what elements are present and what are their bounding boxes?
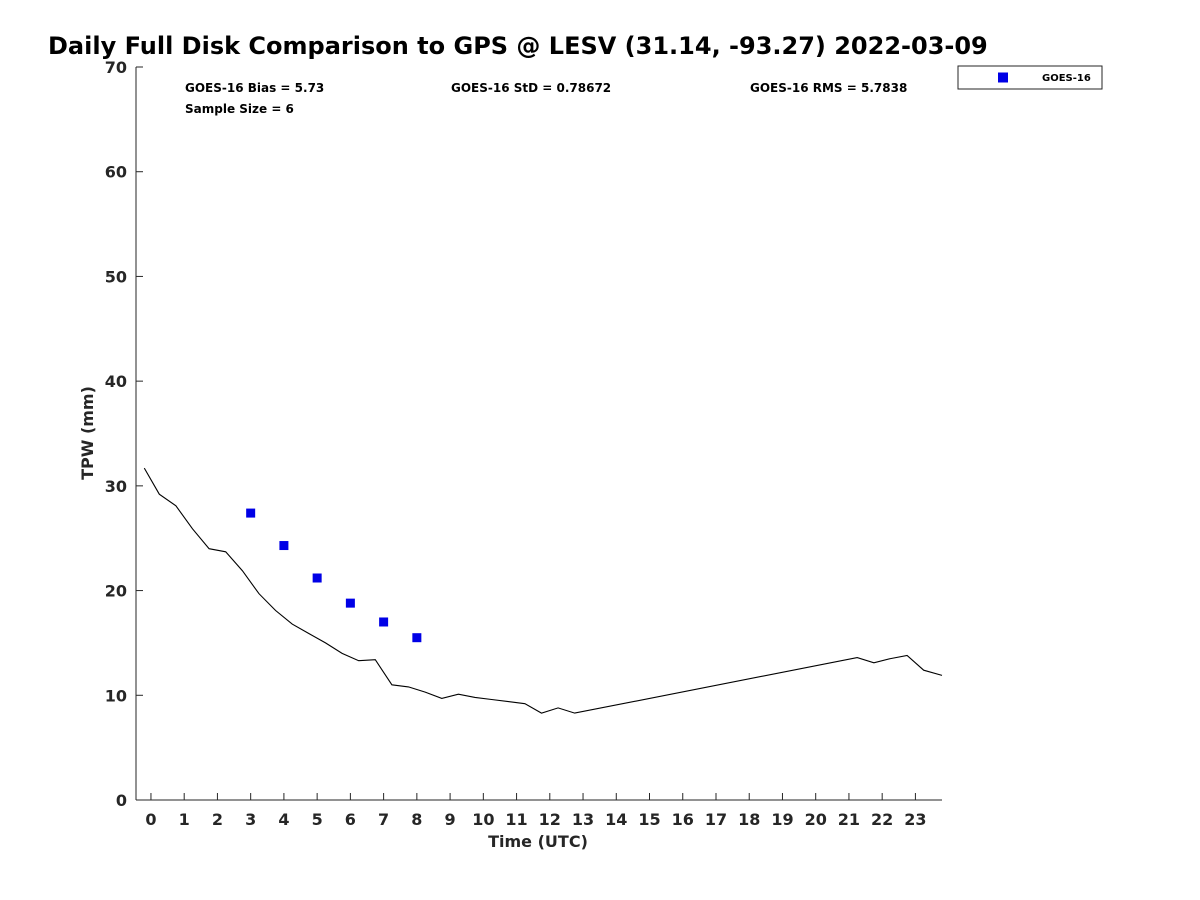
- y-tick-label: 10: [105, 686, 127, 705]
- legend-marker-goes16: [998, 72, 1008, 83]
- goes16-series: [246, 508, 422, 643]
- x-tick-label: 20: [805, 810, 827, 829]
- x-tick-label: 2: [212, 810, 223, 829]
- goes16-point: [312, 573, 322, 583]
- x-tick-label: 10: [472, 810, 494, 829]
- x-tick-label: 13: [572, 810, 594, 829]
- y-tick-label: 0: [116, 791, 127, 810]
- x-tick-label: 7: [378, 810, 389, 829]
- legend-label-goes16: GOES-16: [1042, 73, 1091, 84]
- chart-title: Daily Full Disk Comparison to GPS @ LESV…: [48, 32, 988, 60]
- rms-annotation: GOES-16 RMS = 5.7838: [750, 81, 907, 95]
- sample-size-annotation: Sample Size = 6: [185, 102, 294, 116]
- goes16-point: [279, 541, 289, 551]
- x-tick-label: 12: [539, 810, 561, 829]
- x-tick-label: 9: [445, 810, 456, 829]
- y-tick-label: 20: [105, 582, 127, 601]
- x-tick-label: 6: [345, 810, 356, 829]
- x-tick-label: 18: [738, 810, 760, 829]
- x-tick-label: 4: [278, 810, 289, 829]
- x-axis-ticks: 0 1 2 3 4 5 6 7 8 9 10 11 12 13 14 15 16 17 18 19 20 21 22 23: [145, 793, 927, 829]
- statistics-annotations: GOES-16 Bias = 5.73 Sample Size = 6 GOES…: [185, 81, 907, 116]
- goes16-point: [412, 633, 422, 643]
- x-axis-label: Time (UTC): [488, 832, 588, 851]
- plot-area: [135, 67, 943, 801]
- x-tick-label: 17: [705, 810, 727, 829]
- goes16-point: [379, 617, 389, 627]
- legend-box: [957, 65, 1103, 90]
- x-tick-label: 16: [672, 810, 694, 829]
- x-tick-label: 5: [312, 810, 323, 829]
- x-tick-label: 15: [638, 810, 660, 829]
- goes16-point: [345, 598, 355, 608]
- std-annotation: GOES-16 StD = 0.78672: [451, 81, 611, 95]
- legend: GOES-16: [957, 65, 1103, 90]
- y-tick-label: 50: [105, 267, 127, 286]
- gps-tpw-line: [143, 467, 943, 714]
- x-tick-label: 21: [838, 810, 860, 829]
- x-tick-label: 0: [145, 810, 156, 829]
- y-tick-label: 70: [105, 58, 127, 77]
- x-tick-label: 14: [605, 810, 627, 829]
- y-tick-label: 60: [105, 163, 127, 182]
- x-tick-label: 19: [771, 810, 793, 829]
- x-tick-label: 8: [411, 810, 422, 829]
- goes16-point: [246, 508, 256, 518]
- x-tick-label: 22: [871, 810, 893, 829]
- gps-series: [143, 467, 943, 714]
- x-tick-label: 11: [505, 810, 527, 829]
- bias-annotation: GOES-16 Bias = 5.73: [185, 81, 324, 95]
- y-tick-label: 30: [105, 477, 127, 496]
- y-axis-label: TPW (mm): [78, 386, 97, 480]
- x-tick-label: 1: [179, 810, 190, 829]
- x-tick-label: 23: [904, 810, 926, 829]
- x-tick-label: 3: [245, 810, 256, 829]
- y-tick-label: 40: [105, 372, 127, 391]
- y-axis-ticks: 0 10 20 30 40 50 60 70: [105, 58, 143, 810]
